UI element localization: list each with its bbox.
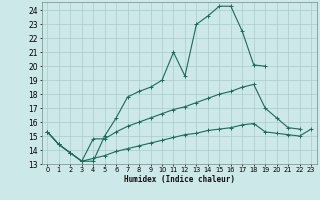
X-axis label: Humidex (Indice chaleur): Humidex (Indice chaleur) <box>124 175 235 184</box>
